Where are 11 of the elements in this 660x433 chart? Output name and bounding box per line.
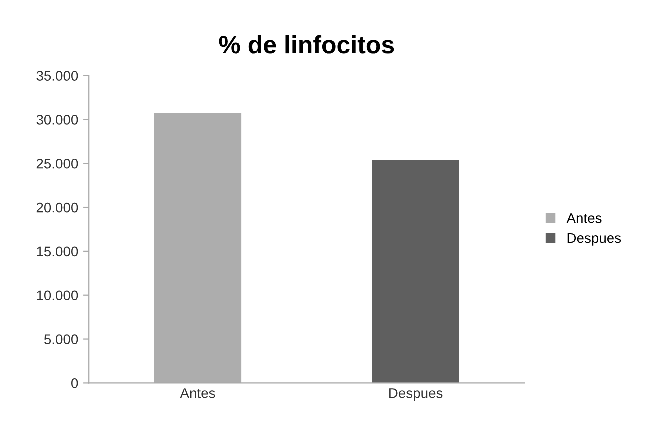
chart-title: % de linfocitos [219, 35, 394, 54]
y-tick-label: 5.000 [44, 334, 78, 344]
legend-label: Antes [566, 214, 602, 224]
y-tick-label: 30.000 [36, 115, 78, 125]
y-tick-label: 15.000 [37, 246, 78, 257]
y-tick-label: 25.000 [36, 158, 78, 169]
y-tick-label: 10.000 [37, 290, 78, 301]
y-tick-label: 0 [72, 378, 78, 388]
y-tick-label: 35.000 [36, 71, 78, 81]
legend-label: Despues [568, 233, 622, 246]
y-tick-label: 20.000 [36, 202, 78, 213]
